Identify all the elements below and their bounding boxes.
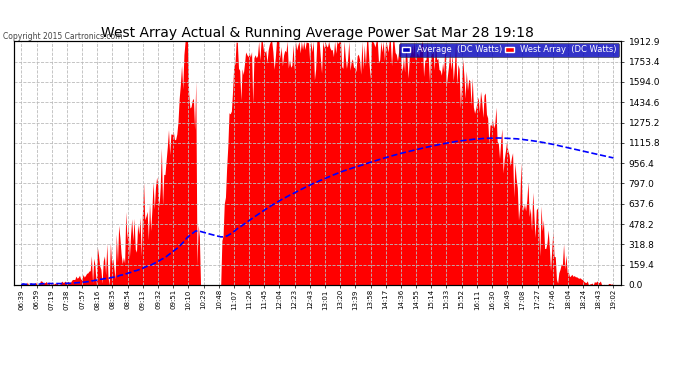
Legend: Average  (DC Watts), West Array  (DC Watts): Average (DC Watts), West Array (DC Watts… [400,43,620,57]
Text: Copyright 2015 Cartronics.com: Copyright 2015 Cartronics.com [3,32,123,41]
Title: West Array Actual & Running Average Power Sat Mar 28 19:18: West Array Actual & Running Average Powe… [101,26,534,40]
